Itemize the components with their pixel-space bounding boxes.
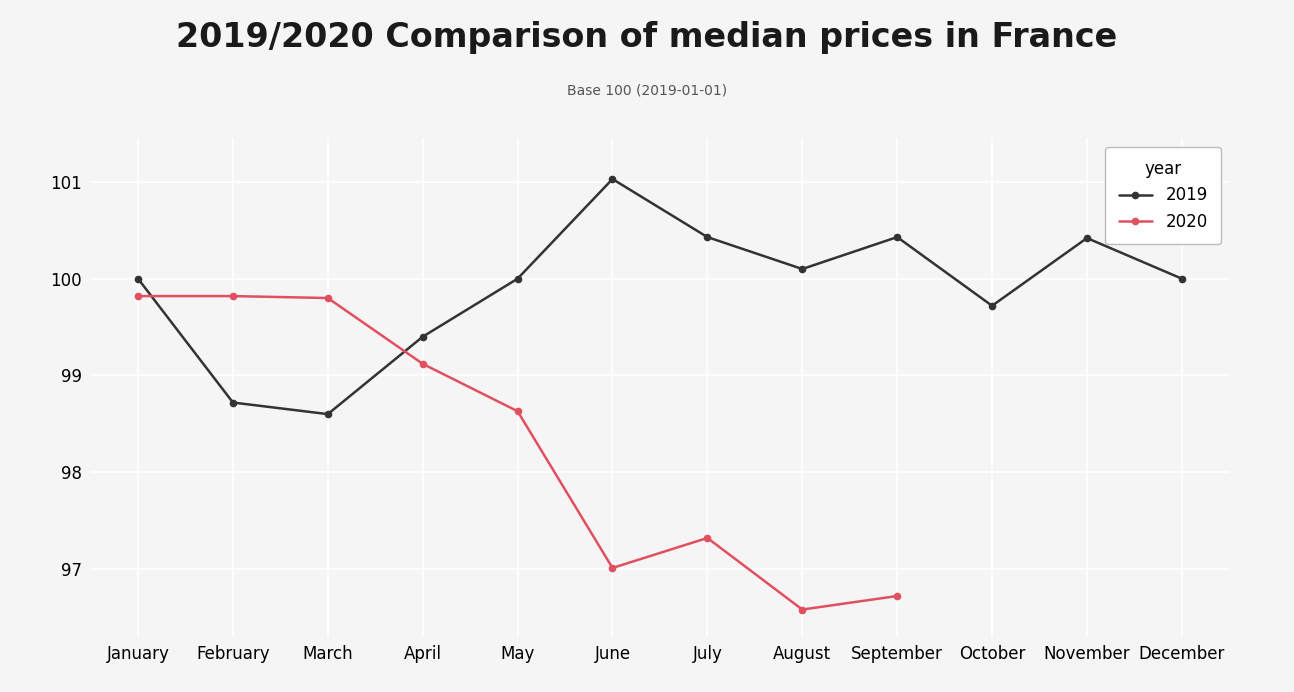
2020	[700, 534, 716, 542]
2019	[1079, 234, 1095, 242]
2019	[795, 265, 810, 273]
2019	[415, 333, 431, 341]
2019	[700, 233, 716, 242]
2019	[225, 399, 241, 407]
2020	[604, 564, 620, 572]
2019	[1174, 275, 1189, 283]
2019	[604, 175, 620, 183]
2019	[510, 275, 525, 283]
2019	[320, 410, 335, 418]
2019	[985, 302, 1000, 310]
Text: Base 100 (2019-01-01): Base 100 (2019-01-01)	[567, 83, 727, 97]
2020	[510, 407, 525, 415]
2020	[225, 292, 241, 300]
2020	[415, 360, 431, 368]
2020	[795, 606, 810, 614]
2020	[889, 592, 905, 600]
Legend: 2019, 2020: 2019, 2020	[1105, 147, 1222, 244]
Line: 2020: 2020	[135, 293, 901, 612]
2020	[320, 294, 335, 302]
2019	[889, 233, 905, 242]
Line: 2019: 2019	[135, 176, 1185, 417]
2019	[131, 275, 146, 283]
Text: 2019/2020 Comparison of median prices in France: 2019/2020 Comparison of median prices in…	[176, 21, 1118, 54]
2020	[131, 292, 146, 300]
